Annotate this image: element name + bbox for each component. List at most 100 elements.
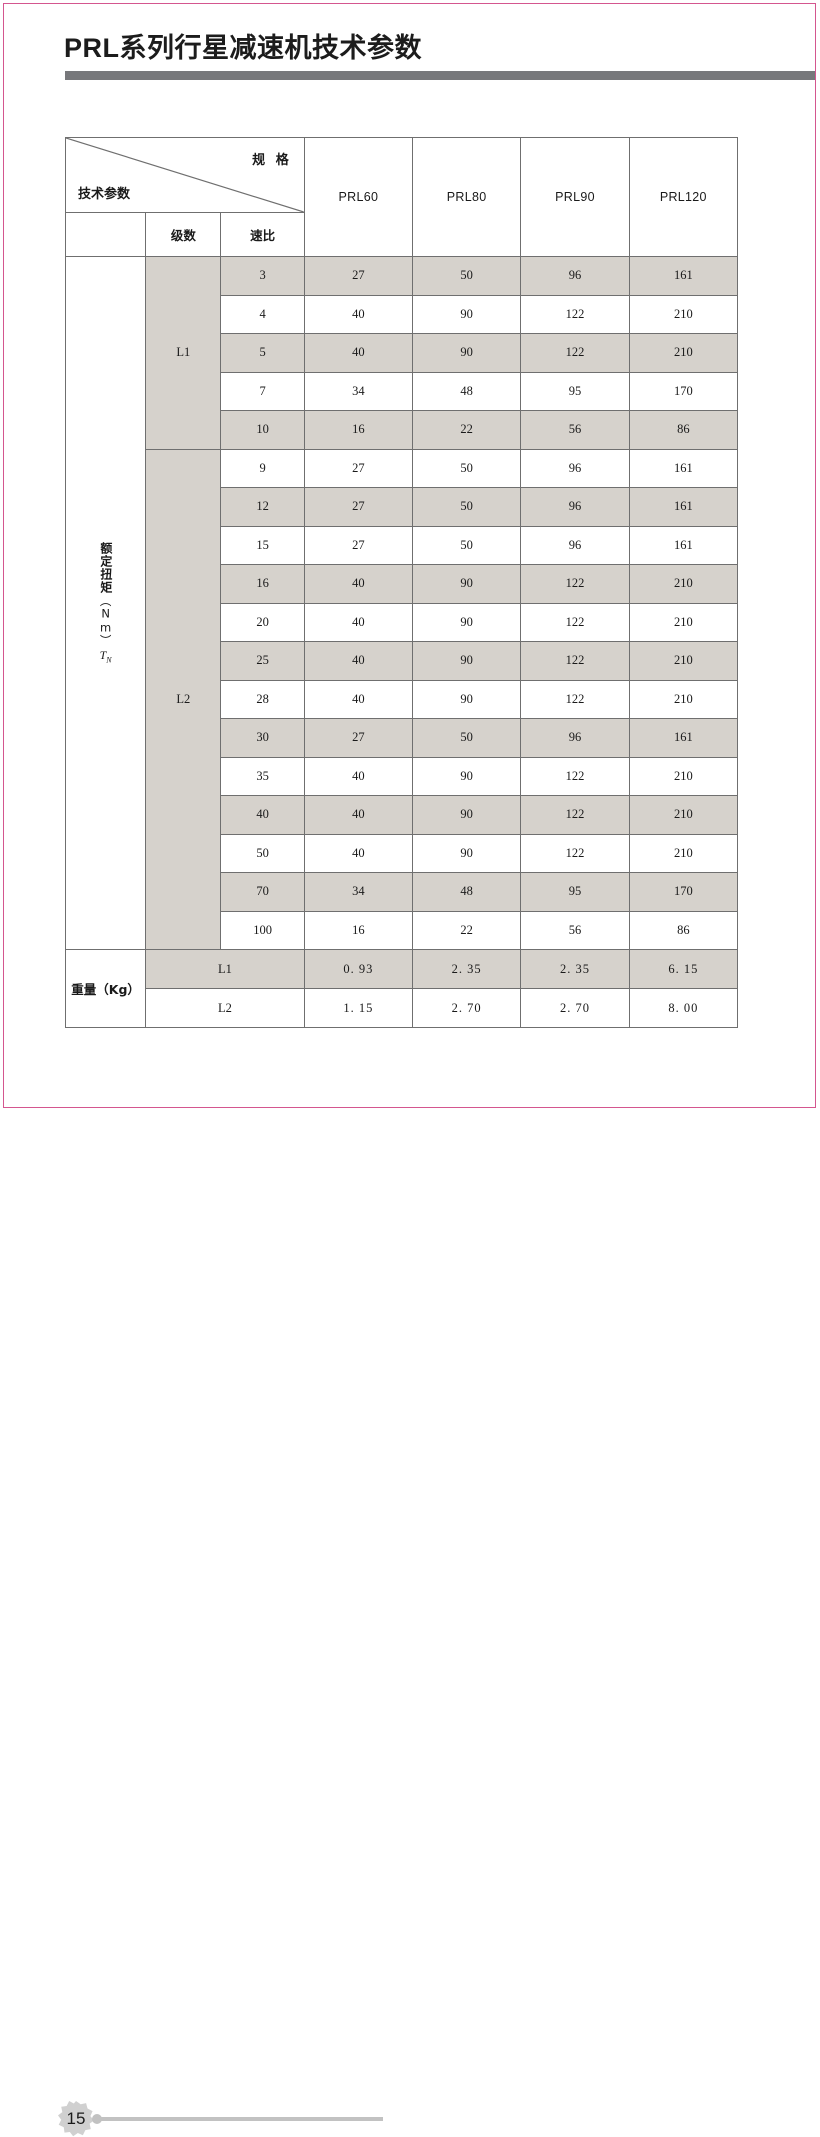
cell-torque-prl80: 90	[412, 795, 522, 835]
cell-torque-prl80: 50	[412, 525, 522, 565]
cell-torque-prl80: 90	[412, 602, 522, 642]
cell-torque-prl90: 95	[520, 371, 630, 411]
cell-torque-prl120: 210	[628, 833, 739, 873]
cell-torque-prl90: 56	[520, 410, 630, 450]
cell-torque-prl60: 34	[303, 371, 414, 411]
table-row: 12 27 50 96 161	[66, 487, 739, 527]
cell-torque-prl90: 122	[520, 679, 630, 719]
cell-torque-prl120: 161	[628, 256, 739, 296]
column-header-model-0: PRL60	[303, 137, 414, 257]
page-title: PRL系列行星减速机技术参数	[64, 33, 422, 63]
cell-torque-prl80: 22	[412, 910, 522, 950]
table-row: 25 40 90 122 210	[66, 641, 739, 681]
cell-ratio: 9	[220, 448, 305, 488]
cell-torque-prl120: 86	[628, 410, 739, 450]
cell-torque-prl60: 40	[303, 333, 414, 373]
cell-torque-prl120: 210	[628, 294, 739, 334]
cell-ratio: 50	[220, 833, 305, 873]
cell-torque-prl90: 122	[520, 602, 630, 642]
cell-torque-prl80: 90	[412, 756, 522, 796]
weight-stage-l1: L1	[145, 949, 305, 989]
stage-group-l1: L1	[145, 256, 222, 450]
table-row: 10 16 22 56 86	[66, 410, 739, 450]
cell-torque-prl120: 210	[628, 679, 739, 719]
table-row: 5 40 90 122 210	[66, 333, 739, 373]
table-row: 50 40 90 122 210	[66, 833, 739, 873]
table-row: L2 9 27 50 96 161	[66, 448, 739, 950]
cell-ratio: 15	[220, 525, 305, 565]
torque-label-text: 额定扭矩	[98, 541, 113, 594]
title-divider-rule	[65, 71, 815, 80]
cell-torque-prl60: 27	[303, 525, 414, 565]
cell-torque-prl60: 27	[303, 718, 414, 758]
cell-torque-prl120: 170	[628, 371, 739, 411]
cell-torque-prl80: 90	[412, 294, 522, 334]
diagonal-header-cell: 规 格 技术参数	[65, 137, 305, 213]
cell-torque-prl60: 40	[303, 833, 414, 873]
cell-ratio: 100	[220, 910, 305, 950]
cell-torque-prl90: 56	[520, 910, 630, 950]
column-header-model-2: PRL90	[520, 137, 630, 257]
cell-torque-prl90: 122	[520, 641, 630, 681]
cell-weight-prl60: 0. 93	[303, 949, 414, 989]
cell-torque-prl90: 96	[520, 718, 630, 758]
cell-torque-prl90: 96	[520, 256, 630, 296]
table-row: 28 40 90 122 210	[66, 679, 739, 719]
page-footer: 15	[0, 1046, 820, 2137]
table-row: 20 40 90 122 210	[66, 602, 739, 642]
cell-ratio: 30	[220, 718, 305, 758]
table-row: 35 40 90 122 210	[66, 756, 739, 796]
cell-torque-prl120: 161	[628, 487, 739, 527]
cell-torque-prl60: 16	[303, 910, 414, 950]
cell-torque-prl90: 96	[520, 487, 630, 527]
stage-group-l2: L2	[145, 448, 222, 950]
cell-ratio: 20	[220, 602, 305, 642]
cell-torque-prl80: 50	[412, 718, 522, 758]
cell-torque-prl80: 48	[412, 872, 522, 912]
cell-weight-prl90: 2. 70	[520, 988, 630, 1028]
subheader-stage: 级数	[145, 212, 222, 257]
cell-ratio: 4	[220, 294, 305, 334]
cell-torque-prl60: 40	[303, 756, 414, 796]
cell-torque-prl80: 50	[412, 256, 522, 296]
cell-torque-prl60: 40	[303, 564, 414, 604]
subheader-ratio: 速比	[220, 212, 305, 257]
cell-torque-prl80: 90	[412, 679, 522, 719]
cell-torque-prl60: 34	[303, 872, 414, 912]
table-row: 30 27 50 96 161	[66, 718, 739, 758]
table-row: 70 34 48 95 170	[66, 872, 739, 912]
cell-ratio: 70	[220, 872, 305, 912]
cell-torque-prl120: 210	[628, 602, 739, 642]
column-header-model-3: PRL120	[628, 137, 739, 257]
cell-torque-prl90: 122	[520, 333, 630, 373]
cell-torque-prl120: 210	[628, 333, 739, 373]
table-row: 16 40 90 122 210	[66, 564, 739, 604]
header-param-label: 技术参数	[78, 187, 131, 202]
cell-ratio: 16	[220, 564, 305, 604]
cell-torque-prl80: 90	[412, 641, 522, 681]
cell-ratio: 35	[220, 756, 305, 796]
row-header-rated-torque: 额定扭矩 （Nm） TN	[64, 256, 147, 950]
cell-ratio: 40	[220, 795, 305, 835]
cell-torque-prl120: 210	[628, 564, 739, 604]
cell-weight-prl120: 8. 00	[628, 988, 739, 1028]
cell-weight-prl60: 1. 15	[303, 988, 414, 1028]
cell-torque-prl90: 122	[520, 294, 630, 334]
cell-torque-prl90: 96	[520, 448, 630, 488]
cell-torque-prl80: 90	[412, 833, 522, 873]
cell-torque-prl120: 210	[628, 756, 739, 796]
cell-torque-prl60: 40	[303, 641, 414, 681]
weight-row: 重量（Kg） L1 0. 93 2. 35 2. 35 6. 15	[64, 949, 739, 1028]
page-number: 15	[66, 2109, 86, 2128]
cell-torque-prl120: 170	[628, 872, 739, 912]
cell-weight-prl80: 2. 35	[412, 949, 522, 989]
cell-torque-prl90: 122	[520, 756, 630, 796]
cell-torque-prl90: 96	[520, 525, 630, 565]
table-row: 4 40 90 122 210	[66, 294, 739, 334]
cell-torque-prl120: 161	[628, 448, 739, 488]
table-row: 额定扭矩 （Nm） TN L1 3 27 50 96 161	[64, 256, 739, 950]
cell-weight-prl80: 2. 70	[412, 988, 522, 1028]
cell-ratio: 10	[220, 410, 305, 450]
row-header-weight: 重量（Kg）	[64, 949, 147, 1028]
cell-torque-prl60: 27	[303, 487, 414, 527]
